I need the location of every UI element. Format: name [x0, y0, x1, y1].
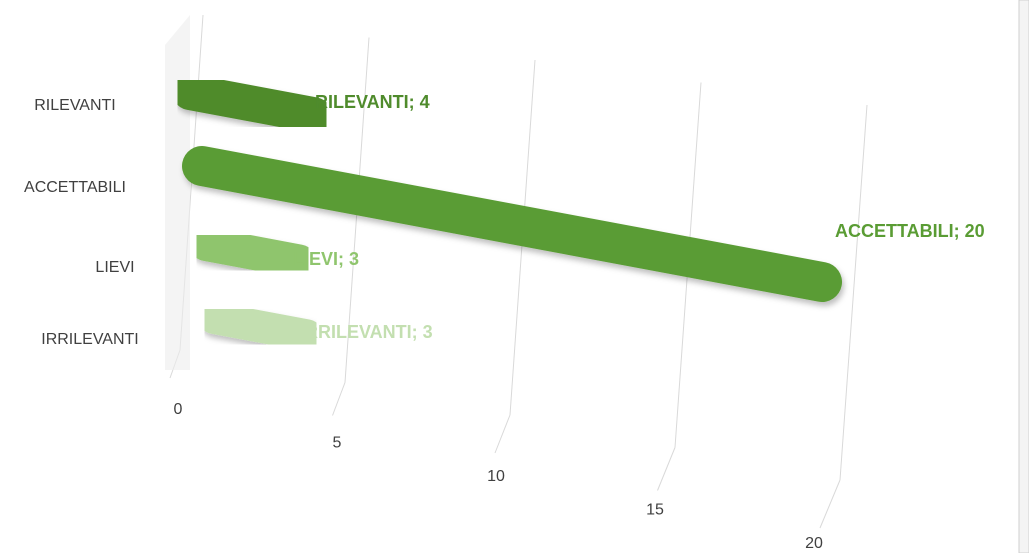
bar: [189, 227, 316, 279]
y-tick-label: ACCETTABILI: [24, 179, 126, 196]
data-label: ACCETTABILI; 20: [835, 221, 985, 241]
grid-line-floor: [819, 479, 841, 529]
bar: [198, 302, 323, 352]
grid-line: [839, 104, 868, 481]
y-tick-label: IRRILEVANTI: [41, 331, 139, 348]
y-tick-label: RILEVANTI: [34, 97, 116, 114]
data-label: IRRILEVANTI; 3: [300, 322, 433, 342]
x-tick-label: 10: [487, 468, 505, 485]
grid-line-floor: [494, 414, 511, 454]
x-tick-label: 0: [174, 401, 183, 418]
data-label: LIEVI; 3: [293, 249, 359, 269]
data-label: RILEVANTI; 4: [315, 92, 430, 112]
scrollbar: [1018, 0, 1029, 553]
x-tick-label: 15: [646, 502, 664, 519]
y-tick-label: LIEVI: [95, 259, 134, 276]
back-wall: [165, 15, 190, 370]
bar: [182, 146, 842, 302]
grid-line-floor: [657, 447, 676, 491]
x-tick-label: 5: [333, 435, 342, 452]
bar: [172, 74, 332, 134]
x-tick-label: 20: [805, 535, 823, 552]
grid-line-floor: [332, 382, 346, 416]
